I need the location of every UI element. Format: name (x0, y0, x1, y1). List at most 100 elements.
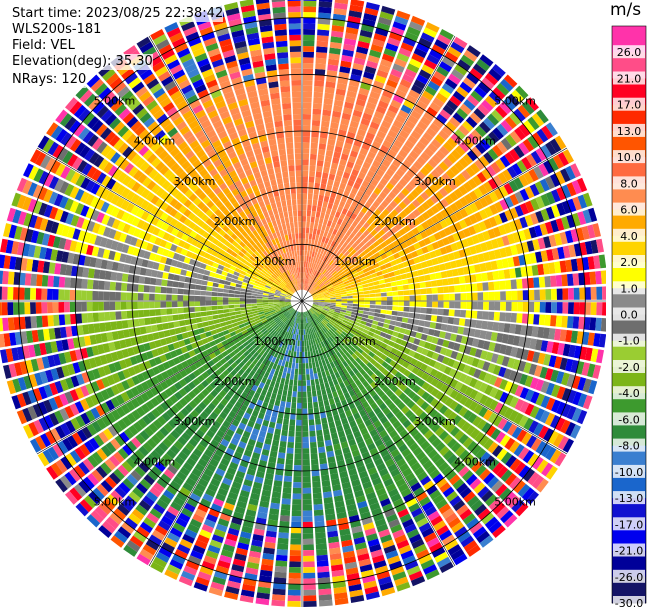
velocity-gate (194, 301, 201, 307)
velocity-gate (366, 377, 374, 385)
velocity-gate (311, 356, 315, 363)
velocity-gate (294, 345, 298, 352)
velocity-gate (333, 285, 339, 289)
velocity-gate (433, 520, 447, 532)
velocity-gate (356, 547, 369, 556)
velocity-gate (495, 158, 506, 171)
velocity-gate (528, 420, 539, 434)
velocity-gate (412, 145, 423, 156)
velocity-gate (342, 241, 349, 248)
velocity-gate (378, 125, 389, 134)
velocity-gate (341, 177, 349, 185)
velocity-gate (323, 98, 333, 105)
velocity-gate (523, 337, 532, 349)
velocity-gate (281, 504, 291, 511)
velocity-gate (189, 363, 198, 372)
velocity-gate (221, 325, 228, 332)
velocity-gate (196, 322, 204, 329)
velocity-gate (201, 371, 210, 379)
velocity-gate (415, 233, 423, 242)
velocity-gate (561, 184, 572, 199)
velocity-gate (374, 518, 387, 527)
velocity-gate (326, 363, 332, 370)
velocity-gate (261, 558, 274, 566)
velocity-gate (557, 246, 565, 260)
velocity-gate (411, 53, 425, 64)
velocity-gate (363, 365, 370, 373)
velocity-gate (364, 7, 379, 16)
velocity-gate (333, 495, 344, 503)
velocity-gate (212, 314, 219, 320)
velocity-gate (328, 259, 334, 266)
velocity-gate (561, 216, 570, 230)
velocity-gate (318, 259, 323, 266)
velocity-gate (292, 499, 302, 505)
velocity-gate (370, 365, 378, 373)
velocity-gate (215, 416, 225, 425)
velocity-gate (306, 328, 309, 335)
velocity-gate (212, 333, 219, 340)
velocity-gate (486, 271, 494, 281)
velocity-gate (311, 306, 318, 310)
velocity-gate (413, 125, 425, 136)
velocity-gate (360, 569, 375, 578)
velocity-gate (187, 390, 197, 400)
velocity-gate (456, 418, 467, 429)
velocity-gate (358, 301, 365, 304)
velocity-gate (194, 360, 202, 369)
velocity-gate (126, 301, 133, 310)
velocity-gate (504, 196, 514, 208)
velocity-gate (342, 422, 351, 431)
velocity-gate (403, 306, 410, 312)
velocity-gate (289, 379, 294, 386)
velocity-gate (90, 381, 100, 393)
velocity-gate (350, 283, 357, 288)
velocity-gate (257, 289, 264, 293)
velocity-gate (253, 446, 262, 455)
velocity-gate (290, 413, 296, 420)
velocity-gate (20, 257, 28, 271)
velocity-gate (460, 54, 475, 67)
velocity-gate (344, 259, 351, 266)
velocity-gate (133, 364, 142, 374)
velocity-gate (350, 0, 365, 7)
velocity-gate (230, 377, 238, 385)
velocity-gate (413, 352, 421, 360)
velocity-gate (150, 397, 160, 407)
velocity-gate (174, 425, 184, 436)
velocity-gate (151, 408, 161, 418)
velocity-gate (570, 228, 579, 243)
velocity-gate (245, 303, 252, 307)
velocity-gate (175, 348, 183, 356)
velocity-gate (427, 158, 438, 169)
velocity-gate (339, 200, 346, 208)
velocity-gate (510, 244, 518, 256)
velocity-gate (206, 286, 213, 292)
velocity-gate (412, 175, 422, 185)
velocity-gate (354, 264, 361, 270)
velocity-gate (128, 491, 141, 503)
velocity-gate (359, 368, 367, 376)
velocity-gate (310, 256, 314, 263)
velocity-gate (223, 502, 235, 511)
velocity-gate (234, 287, 241, 291)
velocity-gate (347, 301, 353, 304)
velocity-gate (526, 265, 533, 277)
velocity-gate (338, 225, 345, 233)
velocity-gate (265, 315, 272, 319)
velocity-gate (250, 492, 260, 501)
velocity-gate (332, 391, 339, 398)
velocity-gate (284, 378, 290, 385)
velocity-gate (408, 89, 421, 100)
velocity-gate (350, 249, 357, 256)
velocity-gate (149, 285, 156, 293)
velocity-gate (268, 295, 274, 298)
velocity-gate (548, 262, 556, 274)
velocity-gate (246, 561, 260, 570)
velocity-gate (289, 419, 296, 426)
velocity-gate (390, 468, 401, 478)
velocity-gate (276, 394, 282, 401)
velocity-gate (0, 302, 2, 316)
velocity-gate (318, 297, 325, 300)
velocity-gate (125, 400, 136, 412)
